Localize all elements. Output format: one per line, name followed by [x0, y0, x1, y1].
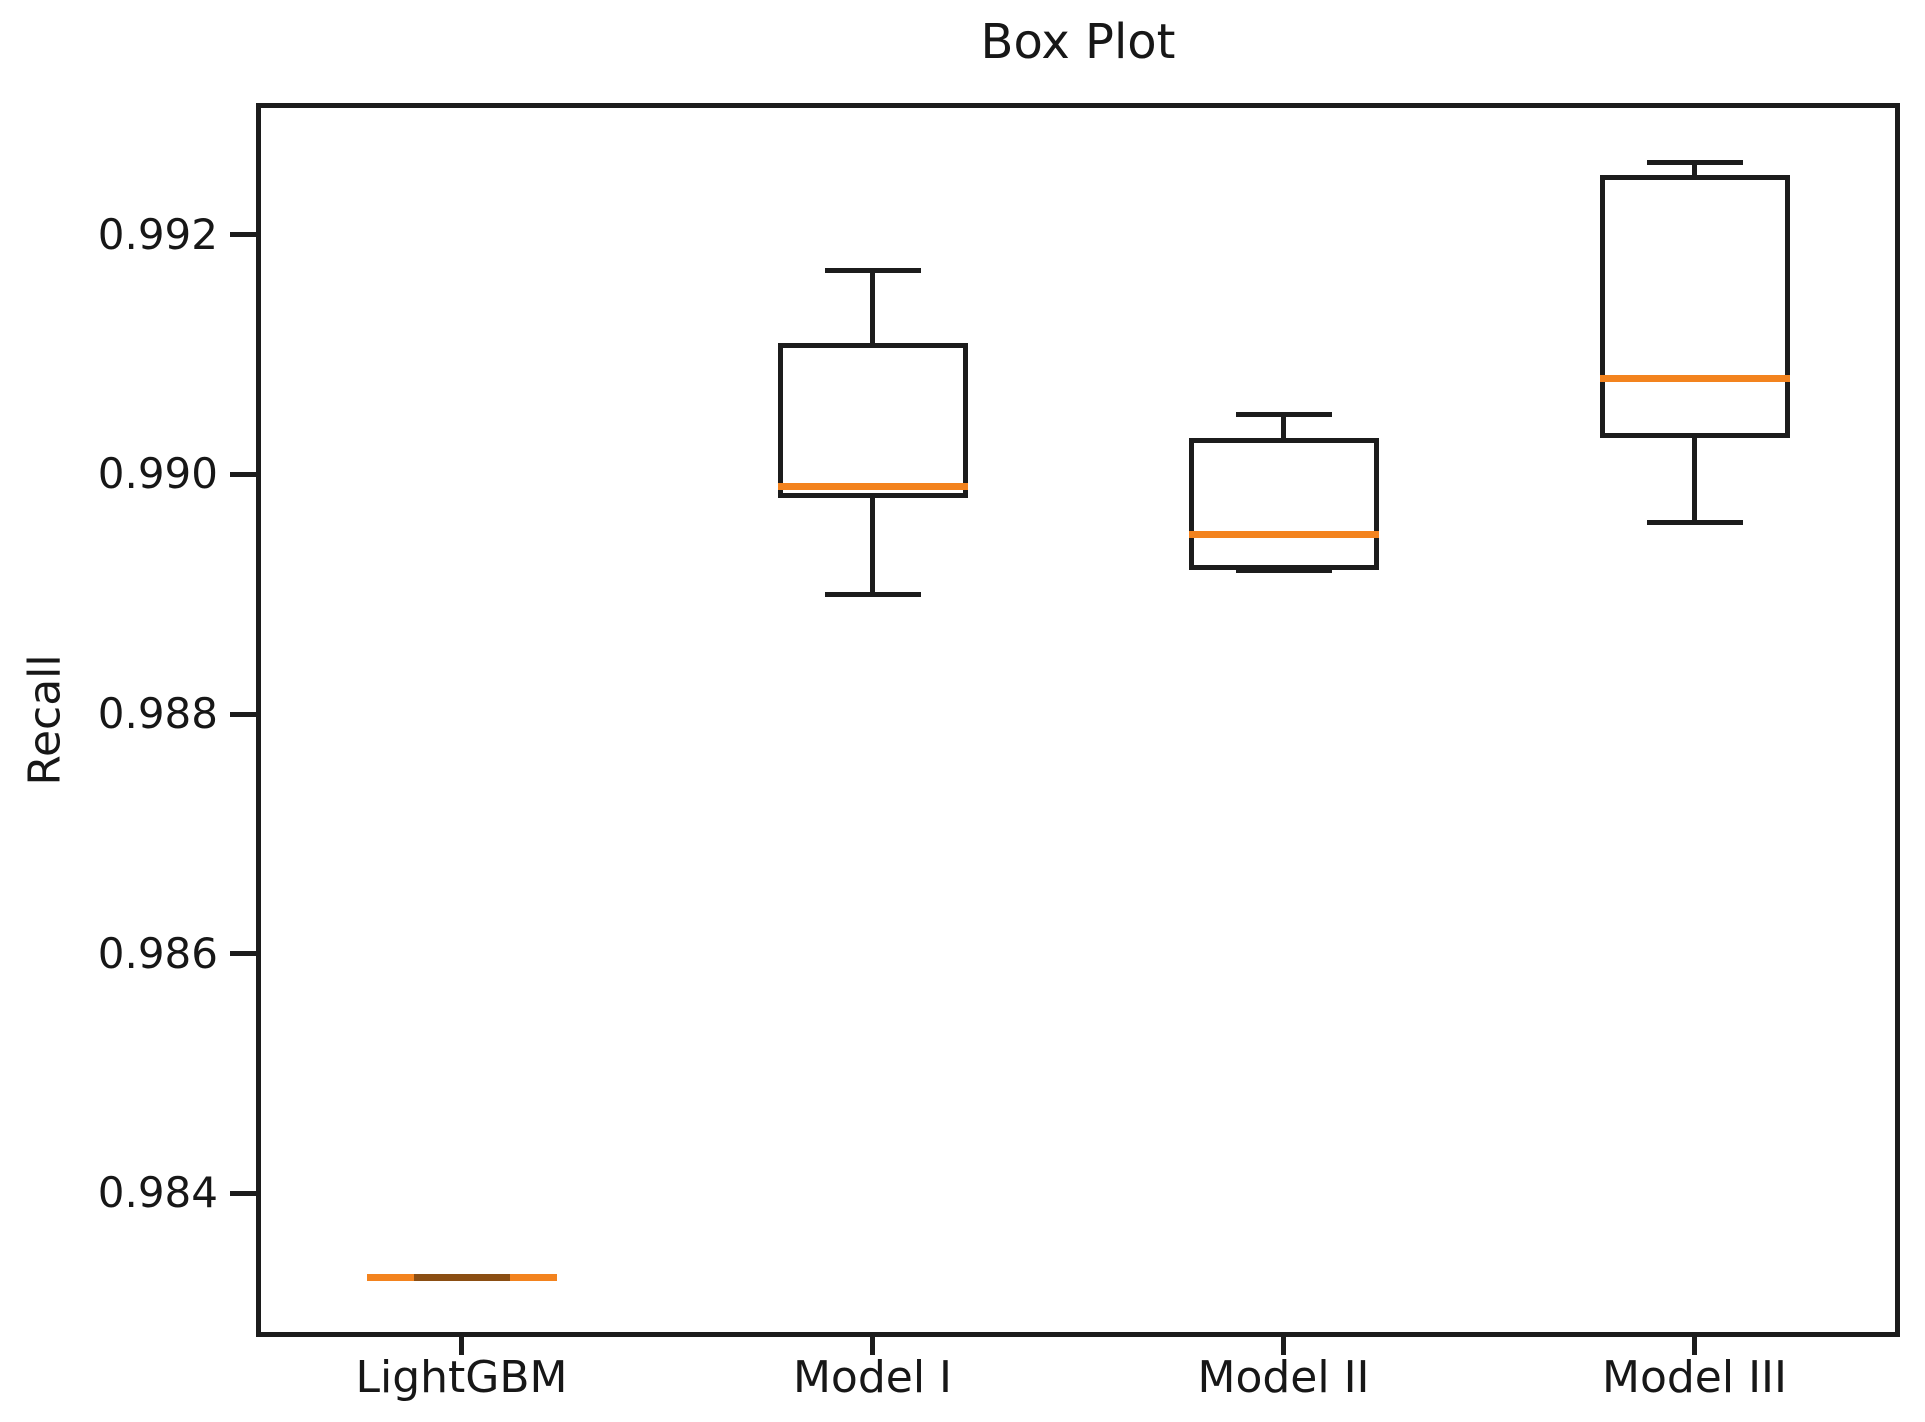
box-3-box: [1599, 174, 1790, 439]
box-1-median: [777, 482, 968, 490]
y-tick-mark: [230, 232, 256, 238]
x-tick-label: Model II: [1197, 1352, 1370, 1403]
box-3-whisker-top: [1692, 162, 1697, 175]
box-3-cap-bottom: [1646, 519, 1743, 525]
box-3-cap-top: [1646, 160, 1743, 166]
box-2-whisker-top: [1281, 414, 1286, 439]
x-tick-label: Model III: [1601, 1352, 1788, 1403]
y-tick-mark: [230, 711, 256, 717]
box-1-box: [777, 342, 968, 499]
box-2-cap-bottom: [1235, 567, 1332, 573]
plot-area: [256, 103, 1900, 1337]
box-2-cap-top: [1235, 411, 1332, 417]
chart-title: Box Plot: [980, 14, 1176, 70]
x-tick-mark: [459, 1337, 464, 1355]
y-tick-mark: [230, 951, 256, 957]
box-2-median: [1188, 530, 1379, 538]
box-3-median: [1599, 375, 1790, 383]
box-1-cap-top: [824, 268, 921, 274]
y-tick-mark: [230, 471, 256, 477]
x-tick-mark: [1692, 1337, 1697, 1355]
x-tick-label: LightGBM: [355, 1352, 568, 1403]
box-1-whisker-bottom: [870, 498, 875, 595]
x-tick-mark: [1281, 1337, 1286, 1355]
box-0-flat-cap: [413, 1273, 510, 1281]
x-tick-label: Model I: [792, 1352, 953, 1403]
box-3-whisker-bottom: [1692, 438, 1697, 523]
y-tick-label: 0.992: [97, 209, 218, 259]
box-1-cap-bottom: [824, 591, 921, 597]
box-2-box: [1188, 438, 1379, 571]
y-tick-label: 0.984: [97, 1168, 218, 1218]
x-tick-mark: [870, 1337, 875, 1355]
box-1-whisker-top: [870, 270, 875, 343]
y-tick-label: 0.990: [97, 449, 218, 499]
y-tick-mark: [230, 1190, 256, 1196]
y-tick-label: 0.988: [97, 689, 218, 738]
y-tick-label: 0.986: [97, 928, 218, 978]
